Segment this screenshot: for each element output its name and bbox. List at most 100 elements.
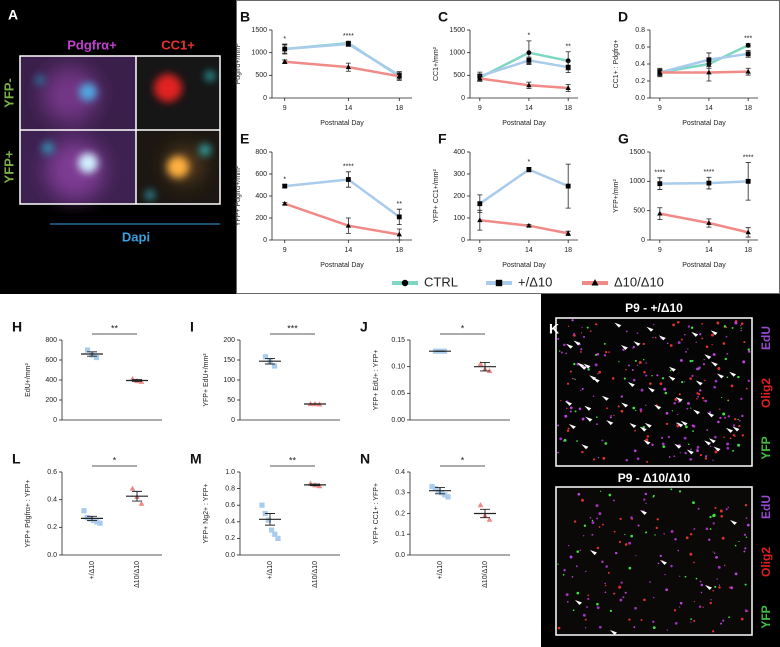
speckle: [666, 342, 669, 345]
series-line: [659, 180, 749, 185]
marker: [345, 177, 351, 182]
speckle: [591, 533, 594, 536]
speckle: [645, 438, 649, 442]
speckle: [609, 609, 613, 613]
y-tick-label: 0.00: [391, 417, 405, 424]
y-tick-label: 0: [53, 417, 57, 424]
speckle: [670, 564, 673, 568]
speckle: [747, 348, 750, 351]
arrowhead: [658, 335, 666, 341]
speckle: [646, 460, 649, 463]
speckle: [578, 407, 582, 411]
marker: [745, 68, 751, 74]
speckle: [669, 344, 673, 347]
speckle: [697, 507, 700, 510]
y-tick-label: 0.10: [391, 364, 405, 371]
speckle: [657, 562, 660, 565]
speckle: [645, 531, 648, 534]
speckle: [738, 540, 740, 543]
significance: **: [111, 323, 119, 333]
marker: [271, 363, 278, 369]
speckle: [725, 335, 728, 338]
speckle: [722, 619, 725, 622]
panel-letter: I: [190, 319, 194, 335]
speckle: [665, 411, 669, 415]
speckle: [613, 530, 616, 533]
speckle: [581, 387, 584, 390]
speckle: [560, 351, 563, 354]
y-tick-label: 800: [45, 337, 57, 344]
y-tick-label: 0.05: [391, 390, 405, 397]
arrowhead: [675, 396, 683, 402]
y-tick-label: 0.0: [47, 552, 57, 559]
speckle: [687, 325, 691, 328]
speckle: [737, 443, 741, 447]
arrowhead: [707, 412, 715, 418]
y-tick-label: 1500: [449, 27, 465, 34]
x-tick-label: Δ10/Δ10: [482, 561, 489, 588]
speckle: [709, 515, 712, 519]
panel-a: A Pdgfrα+ CC1+ YFP- YFP+ Dapi: [0, 0, 236, 294]
arrowhead: [585, 416, 593, 422]
y-tick-label: 400: [255, 193, 267, 200]
speckle: [711, 343, 713, 346]
speckle: [663, 533, 665, 535]
y-tick-label: 0.6: [635, 44, 645, 51]
y-axis-label: CC1+/mm²: [433, 46, 440, 81]
speckle: [674, 538, 677, 541]
speckle: [557, 451, 559, 454]
speckle: [624, 533, 626, 536]
marker: [706, 180, 712, 186]
speckle: [564, 414, 568, 418]
speckle: [689, 457, 693, 461]
y-axis-label: Pdgfrα+/mm²: [235, 43, 242, 84]
speckle: [624, 591, 627, 594]
speckle: [671, 410, 674, 412]
series-line: [284, 42, 400, 77]
speckle: [576, 591, 580, 595]
marker: [429, 483, 435, 490]
speckle: [613, 592, 616, 595]
speckle: [690, 621, 692, 623]
speckle: [699, 333, 702, 336]
panel-letter: N: [360, 451, 370, 467]
speckle: [716, 321, 720, 325]
speckle: [652, 596, 655, 599]
speckle: [714, 450, 718, 454]
speckle: [636, 364, 638, 366]
arrowhead: [660, 560, 667, 565]
speckle: [594, 363, 598, 367]
marker: [526, 222, 532, 228]
speckle: [598, 370, 602, 374]
speckle: [665, 588, 668, 592]
speckle: [651, 443, 654, 447]
significance: ****: [654, 170, 665, 177]
speckle: [630, 516, 633, 519]
speckle: [632, 345, 635, 349]
speckle: [652, 620, 655, 623]
y-tick-label: 200: [453, 193, 465, 200]
y-tick-label: 500: [633, 208, 645, 215]
arrowhead: [713, 446, 721, 452]
speckle: [712, 459, 714, 462]
speckle: [696, 367, 699, 371]
x-tick-label: 18: [395, 105, 403, 112]
speckle: [703, 359, 705, 361]
speckle: [596, 323, 598, 326]
channel-label: Olig2: [759, 378, 773, 408]
speckle: [719, 408, 721, 410]
legend-label: CTRL: [424, 274, 458, 289]
speckle: [604, 442, 608, 445]
speckle: [685, 425, 688, 429]
x-tick-label: 14: [705, 105, 713, 112]
speckle: [645, 362, 648, 364]
speckle: [569, 555, 573, 559]
speckle: [701, 322, 704, 325]
speckle: [740, 327, 742, 329]
speckle: [565, 407, 568, 410]
speckle: [687, 401, 690, 405]
arrowhead: [584, 405, 592, 411]
speckle: [566, 382, 570, 385]
speckle: [603, 342, 606, 345]
speckle: [601, 560, 604, 564]
